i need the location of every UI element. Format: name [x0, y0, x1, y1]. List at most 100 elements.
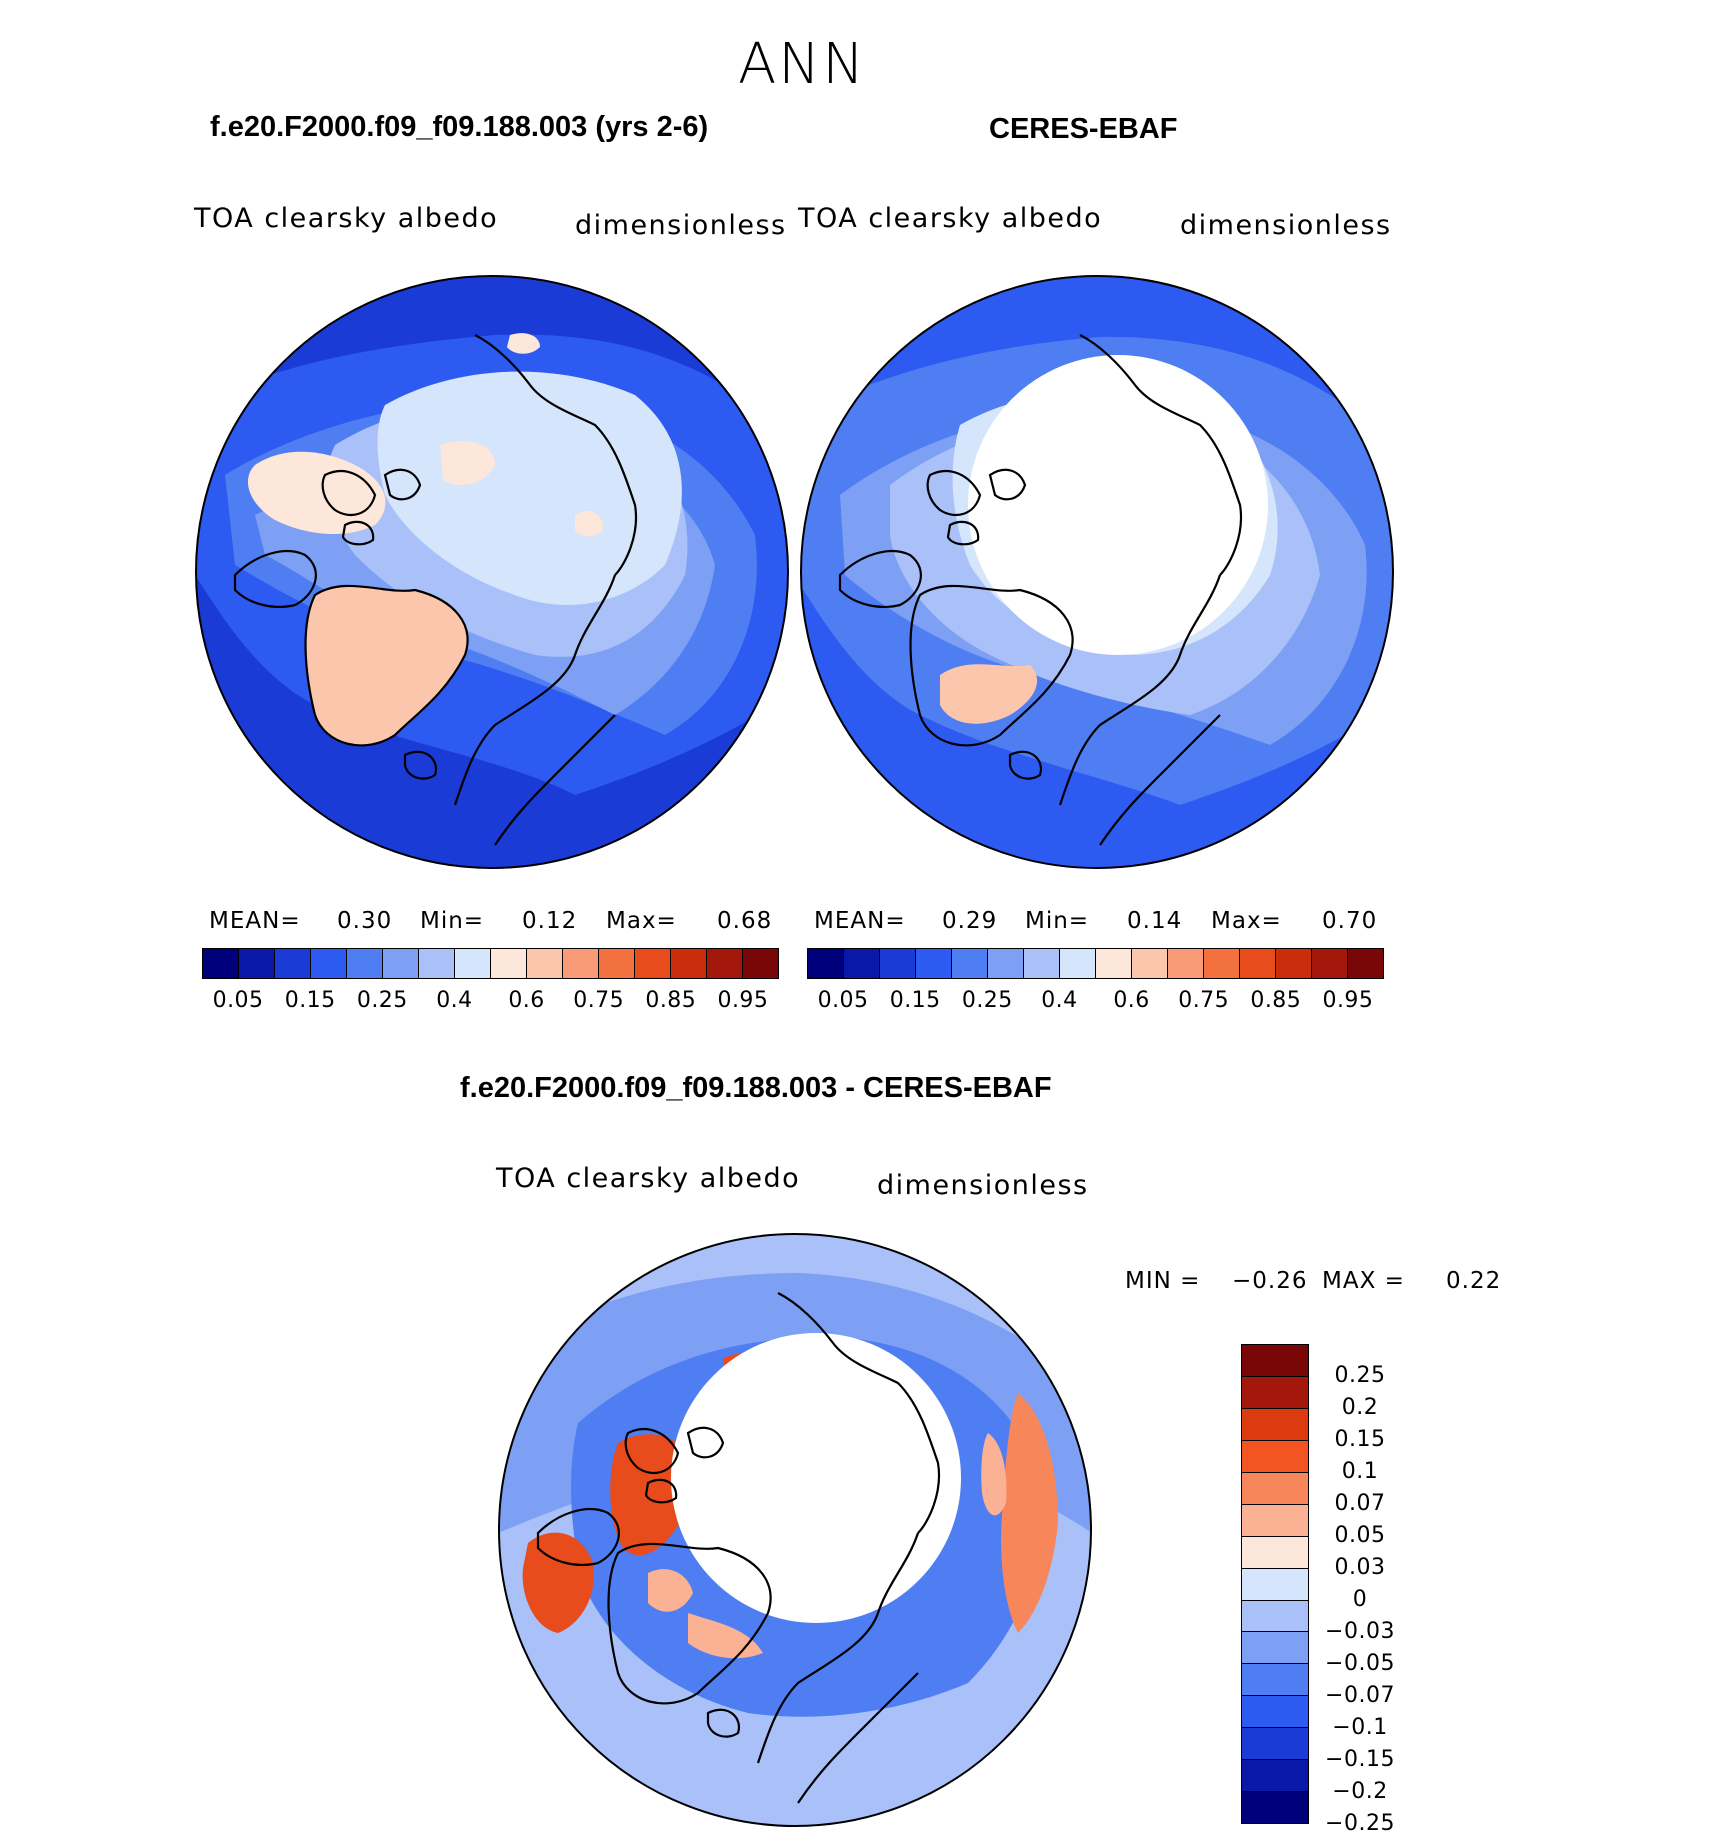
panel-3-colorbar-tick-label: 0.05	[1334, 1523, 1386, 1548]
panel-1-colorbar-tick-label: 0.25	[356, 988, 408, 1013]
panel-3-colorbar	[1241, 1344, 1309, 1824]
panel-1-colorbar-tick-label: 0.05	[212, 988, 264, 1013]
panel-2-colorbar-cell-6	[1024, 949, 1060, 978]
panel-2-map	[800, 275, 1394, 869]
panel-2-colorbar-cell-10	[1168, 949, 1204, 978]
panel-3-colorbar-tick-label: 0.25	[1334, 1363, 1386, 1388]
panel-3-colorbar-cell-6	[1242, 1536, 1308, 1569]
panel-1-max-label: Max=	[606, 908, 677, 934]
panel-3-colorbar-tick-label: −0.1	[1332, 1715, 1388, 1740]
panel-2-colorbar-cell-12	[1240, 949, 1276, 978]
panel-1-colorbar-cell-14	[707, 949, 743, 978]
panel-3-max-label: MAX =	[1322, 1268, 1405, 1294]
panel-2-colorbar-cell-14	[1312, 949, 1348, 978]
panel-1-colorbar-tick-label: 0.6	[508, 988, 545, 1013]
panel-2-colorbar-tick-label: 0.15	[889, 988, 941, 1013]
panel-1-colorbar-cell-5	[383, 949, 419, 978]
panel-1-colorbar-cell-11	[599, 949, 635, 978]
panel-3-colorbar-cell-8	[1242, 1600, 1308, 1633]
panel-2-colorbar-tick-label: 0.95	[1322, 988, 1374, 1013]
panel-1-mean-value: 0.30	[337, 908, 393, 934]
panel-1-min-label: Min=	[420, 908, 485, 934]
panel-3-colorbar-cell-11	[1242, 1696, 1308, 1729]
panel-2-variable: TOA clearsky albedo	[798, 203, 1103, 234]
panel-1-max-value: 0.68	[717, 908, 773, 934]
panel-2-colorbar-cell-3	[916, 949, 952, 978]
panel-2-colorbar-cell-7	[1060, 949, 1096, 978]
panel-2-max-value: 0.70	[1322, 908, 1378, 934]
panel-1-colorbar-cell-12	[635, 949, 671, 978]
panel-3-colorbar-cell-7	[1242, 1568, 1308, 1601]
panel-2-mean-value: 0.29	[942, 908, 998, 934]
panel-2-colorbar-cell-0	[808, 949, 844, 978]
panel-3-colorbar-tick-label: 0.07	[1334, 1491, 1386, 1516]
panel-1-colorbar-cell-10	[563, 949, 599, 978]
panel-1-colorbar-cell-15	[743, 949, 778, 978]
panel-2-mean-label: MEAN=	[814, 908, 906, 934]
panel-3-colorbar-tick-label: −0.15	[1325, 1747, 1395, 1772]
panel-2-colorbar-cell-5	[988, 949, 1024, 978]
panel-3-colorbar-tick-label: 0.2	[1341, 1395, 1379, 1420]
panel-3-colorbar-tick-label: 0.1	[1341, 1459, 1379, 1484]
panel-1-colorbar-tick-label: 0.95	[717, 988, 769, 1013]
panel-3-variable: TOA clearsky albedo	[496, 1163, 801, 1194]
panel-3-colorbar-tick-label: −0.03	[1325, 1619, 1395, 1644]
panel-2-colorbar-tick-label: 0.75	[1178, 988, 1230, 1013]
panel-2-colorbar-cell-1	[844, 949, 880, 978]
panel-1-colorbar-tick-label: 0.4	[436, 988, 473, 1013]
panel-2-colorbar-tick-label: 0.4	[1041, 988, 1078, 1013]
panel-3-colorbar-tick-label: −0.25	[1325, 1811, 1395, 1836]
panel-3-colorbar-tick-label: 0.15	[1334, 1427, 1386, 1452]
panel-3-min-label: MIN =	[1125, 1268, 1201, 1294]
panel-2-colorbar-cell-9	[1132, 949, 1168, 978]
panel-1-colorbar-tick-label: 0.85	[645, 988, 697, 1013]
panel-3-colorbar-tick-label: 0	[1352, 1587, 1368, 1612]
panel-2-units: dimensionless	[1180, 210, 1392, 241]
panel-3-colorbar-cell-2	[1242, 1408, 1308, 1441]
panel-3-colorbar-cell-4	[1242, 1472, 1308, 1505]
panel-3-map	[498, 1233, 1092, 1827]
panel-1-mean-label: MEAN=	[209, 908, 301, 934]
panel-1-title: f.e20.F2000.f09_f09.188.003 (yrs 2-6)	[210, 111, 709, 143]
season-title: ANN	[738, 32, 867, 97]
panel-1-colorbar-cell-2	[275, 949, 311, 978]
panel-1-colorbar-cell-8	[491, 949, 527, 978]
panel-2-colorbar-cell-2	[880, 949, 916, 978]
panel-3-colorbar-tick-label: −0.2	[1332, 1779, 1388, 1804]
panel-1-colorbar-cell-7	[455, 949, 491, 978]
panel-3-colorbar-tick-label: −0.07	[1325, 1683, 1395, 1708]
panel-1-colorbar-cell-13	[671, 949, 707, 978]
panel-1-colorbar-cell-0	[203, 949, 239, 978]
panel-2-colorbar-tick-label: 0.05	[817, 988, 869, 1013]
panel-2-colorbar-tick-label: 0.85	[1250, 988, 1302, 1013]
panel-3-colorbar-cell-9	[1242, 1632, 1308, 1665]
panel-2-title: CERES-EBAF	[989, 113, 1178, 145]
panel-2-max-label: Max=	[1211, 908, 1282, 934]
panel-2-colorbar	[807, 948, 1384, 979]
panel-3-colorbar-cell-1	[1242, 1376, 1308, 1409]
panel-1-colorbar-tick-label: 0.75	[573, 988, 625, 1013]
panel-2-colorbar-cell-4	[952, 949, 988, 978]
panel-3-colorbar-cell-0	[1242, 1345, 1308, 1377]
panel-1-map	[195, 275, 789, 869]
panel-2-colorbar-tick-label: 0.25	[961, 988, 1013, 1013]
panel-3-max-value: 0.22	[1446, 1268, 1502, 1294]
panel-2-min-value: 0.14	[1127, 908, 1183, 934]
panel-1-colorbar-tick-label: 0.15	[284, 988, 336, 1013]
panel-2-colorbar-cell-13	[1276, 949, 1312, 978]
panel-1-colorbar-cell-3	[311, 949, 347, 978]
panel-3-colorbar-cell-14	[1242, 1792, 1308, 1824]
panel-3-colorbar-cell-10	[1242, 1664, 1308, 1697]
panel-1-min-value: 0.12	[522, 908, 578, 934]
panel-3-colorbar-tick-label: −0.05	[1325, 1651, 1395, 1676]
panel-1-variable: TOA clearsky albedo	[194, 203, 499, 234]
panel-2-colorbar-tick-label: 0.6	[1113, 988, 1150, 1013]
panel-1-colorbar-cell-6	[419, 949, 455, 978]
panel-2-colorbar-cell-11	[1204, 949, 1240, 978]
panel-2-min-label: Min=	[1025, 908, 1090, 934]
panel-3-units: dimensionless	[877, 1170, 1089, 1201]
panel-3-colorbar-cell-5	[1242, 1504, 1308, 1537]
panel-1-colorbar-cell-9	[527, 949, 563, 978]
panel-3-colorbar-cell-3	[1242, 1440, 1308, 1473]
panel-2-colorbar-cell-8	[1096, 949, 1132, 978]
